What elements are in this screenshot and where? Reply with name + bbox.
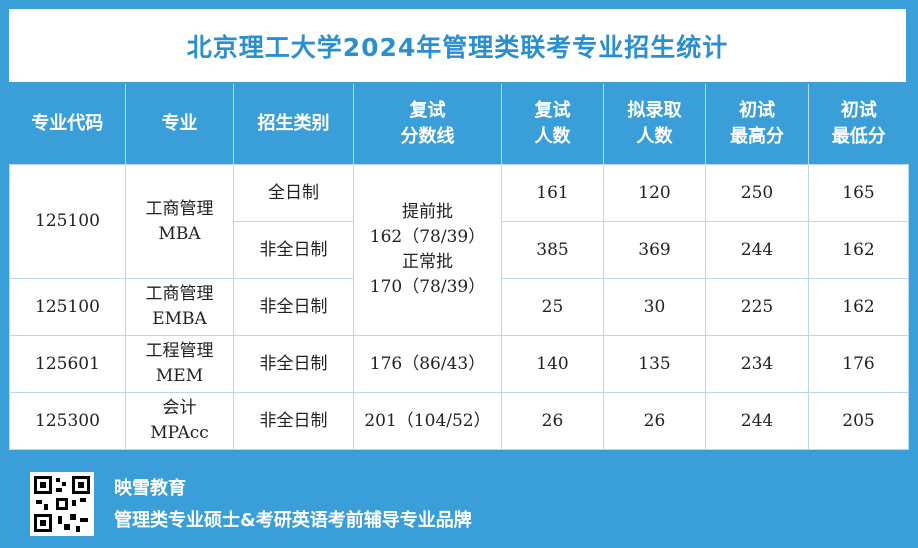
table-row: 125300 会计 MPAcc 非全日制 201（104/52） 26 26 24… xyxy=(9,392,909,450)
retest-cell: 385 xyxy=(501,221,604,279)
table-header-row: 专业代码 专业 招生类别 复试分数线 复试人数 拟录取人数 初试最高分 初试最低… xyxy=(9,84,909,165)
major-cell: 工商管理 MBA xyxy=(125,164,234,279)
header-line-2: 分数线 xyxy=(400,126,455,147)
line-cell: 176（86/43） xyxy=(353,335,502,393)
major-en: MBA xyxy=(158,223,201,244)
admission-table: 专业代码 专业 招生类别 复试分数线 复试人数 拟录取人数 初试最高分 初试最低… xyxy=(9,84,909,450)
code-cell: 125601 xyxy=(9,335,126,393)
major-cell: 会计 MPAcc xyxy=(125,392,234,450)
major-cn: 工商管理 xyxy=(145,284,214,304)
header-retest: 复试 人数 xyxy=(501,84,604,165)
table-row: 125100 工商管理 MBA 全日制 提前批 162（78/39） 正常批 17… xyxy=(9,164,909,336)
header-admit: 拟录取 人数 xyxy=(603,84,706,165)
brand-name: 映雪教育 xyxy=(114,478,186,499)
header-retest-1: 复试 xyxy=(534,100,571,121)
type-cell: 非全日制 xyxy=(233,335,354,393)
line-cell: 201（104/52） xyxy=(353,392,502,450)
line-label-normal: 正常批 xyxy=(402,252,453,272)
major-en: MEM xyxy=(155,366,204,386)
admit-cell: 135 xyxy=(603,335,706,393)
header-min-2: 最低分 xyxy=(831,126,886,147)
major-cn: 会计 xyxy=(162,398,197,418)
major-cn: 工商管理 xyxy=(145,198,214,219)
retest-cell: 140 xyxy=(501,335,604,393)
header-type: 招生类别 xyxy=(233,84,354,165)
code-cell: 125100 xyxy=(9,278,126,336)
min-cell: 165 xyxy=(808,164,909,222)
brand-slogan: 管理类专业硕士&考研英语考前辅导专业品牌 xyxy=(114,510,472,531)
admit-cell: 369 xyxy=(603,221,706,279)
header-min-1: 初试 xyxy=(840,100,877,121)
min-cell: 205 xyxy=(808,392,909,450)
max-cell: 250 xyxy=(705,164,809,222)
min-cell: 176 xyxy=(808,335,909,393)
header-max-1: 初试 xyxy=(739,100,775,121)
header-admit-2: 人数 xyxy=(636,126,673,147)
line-label-early: 提前批 xyxy=(402,202,453,222)
line-cell: 提前批 162（78/39） 正常批 170（78/39） xyxy=(353,164,502,336)
retest-cell: 161 xyxy=(501,164,604,222)
header-line-1: 复试 xyxy=(409,100,446,121)
major-cell: 工程管理 MEM xyxy=(125,335,234,393)
min-cell: 162 xyxy=(808,278,909,336)
admit-cell: 26 xyxy=(603,392,706,450)
retest-cell: 26 xyxy=(501,392,604,450)
line-value-early: 162（78/39） xyxy=(369,227,486,247)
header-max: 初试 最高分 xyxy=(705,84,809,165)
code-cell: 125300 xyxy=(9,392,126,450)
header-admit-1: 拟录取 xyxy=(627,100,682,121)
retest-cell: 25 xyxy=(501,278,604,336)
qr-code-icon xyxy=(30,472,94,536)
min-cell: 162 xyxy=(808,221,909,279)
type-cell: 全日制 xyxy=(233,164,354,222)
type-cell: 非全日制 xyxy=(233,278,354,336)
max-cell: 244 xyxy=(705,392,809,450)
table-row: 非全日制 385 369 244 162 xyxy=(10,221,909,279)
major-en: MPAcc xyxy=(150,423,209,443)
table-row: 125601 工程管理 MEM 非全日制 176（86/43） 140 135 2… xyxy=(9,335,909,393)
admit-cell: 30 xyxy=(603,278,706,336)
code-cell: 125100 xyxy=(9,164,126,279)
major-cell: 工商管理 EMBA xyxy=(125,278,234,336)
table-row: 125100 工商管理 EMBA 非全日制 25 30 225 162 xyxy=(9,278,909,336)
major-cn: 工程管理 xyxy=(145,341,214,361)
max-cell: 234 xyxy=(705,335,809,393)
footer: 映雪教育 管理类专业硕士&考研英语考前辅导专业品牌 xyxy=(0,460,918,548)
max-cell: 225 xyxy=(705,278,809,336)
admit-cell: 120 xyxy=(603,164,706,222)
major-en: EMBA xyxy=(152,309,207,329)
type-cell: 非全日制 xyxy=(233,392,354,450)
header-retest-2: 人数 xyxy=(534,126,571,147)
type-cell: 非全日制 xyxy=(233,221,354,279)
header-max-2: 最高分 xyxy=(730,126,784,147)
header-min: 初试 最低分 xyxy=(808,84,909,165)
header-code: 专业代码 xyxy=(9,84,126,165)
max-cell: 244 xyxy=(705,221,809,279)
header-major: 专业 xyxy=(125,84,234,165)
line-value-normal: 170（78/39） xyxy=(369,277,486,297)
header-line: 复试 分数线 xyxy=(353,84,502,165)
page-title: 北京理工大学2024年管理类联考专业招生统计 xyxy=(9,9,906,82)
